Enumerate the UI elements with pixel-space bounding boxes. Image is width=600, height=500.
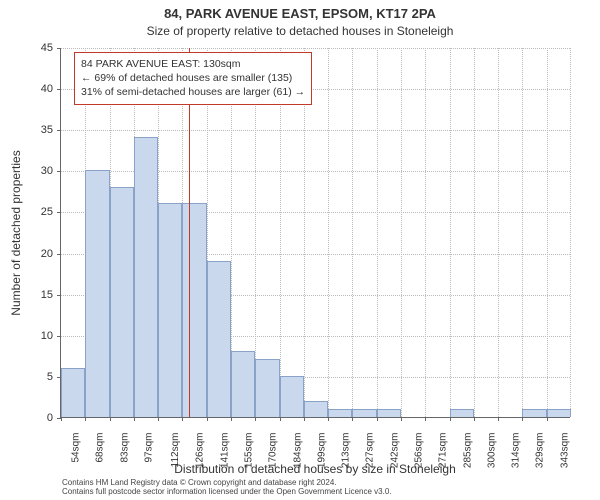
histogram-bar [352, 409, 376, 417]
y-tick-label: 15 [41, 289, 53, 301]
x-tick [522, 417, 523, 421]
x-tick [547, 417, 548, 421]
histogram-bar [255, 359, 279, 417]
y-tick [57, 171, 61, 172]
grid-vertical [570, 48, 571, 417]
x-tick [85, 417, 86, 421]
y-tick-label: 5 [47, 371, 53, 383]
grid-vertical [328, 48, 329, 417]
x-tick [182, 417, 183, 421]
x-tick [134, 417, 135, 421]
grid-vertical [498, 48, 499, 417]
annotation-line: 31% of semi-detached houses are larger (… [81, 85, 305, 99]
histogram-bar [182, 203, 206, 417]
x-tick [498, 417, 499, 421]
x-tick [328, 417, 329, 421]
x-axis-label: Distribution of detached houses by size … [60, 462, 570, 476]
attribution: Contains HM Land Registry data © Crown c… [62, 478, 392, 497]
grid-horizontal [61, 130, 570, 131]
chart-subtitle: Size of property relative to detached ho… [0, 24, 600, 38]
y-tick [57, 254, 61, 255]
grid-vertical [522, 48, 523, 417]
x-tick-label: 68sqm [95, 433, 106, 463]
histogram-bar [231, 351, 255, 417]
y-tick-label: 45 [41, 42, 53, 54]
y-tick [57, 48, 61, 49]
y-tick-label: 10 [41, 330, 53, 342]
histogram-bar [377, 409, 401, 417]
grid-horizontal [61, 48, 570, 49]
histogram-bar [547, 409, 571, 417]
histogram-bar [450, 409, 474, 417]
histogram-bar [328, 409, 352, 417]
x-tick [255, 417, 256, 421]
x-tick [158, 417, 159, 421]
y-tick [57, 295, 61, 296]
y-tick-label: 40 [41, 83, 53, 95]
y-tick-label: 30 [41, 165, 53, 177]
histogram-bar [522, 409, 546, 417]
y-tick-label: 0 [47, 412, 53, 424]
histogram-bar [158, 203, 182, 417]
x-tick [61, 417, 62, 421]
histogram-bar [207, 261, 231, 417]
x-tick [280, 417, 281, 421]
x-tick [110, 417, 111, 421]
grid-vertical [474, 48, 475, 417]
y-tick-label: 25 [41, 206, 53, 218]
x-tick [352, 417, 353, 421]
grid-vertical [547, 48, 548, 417]
x-tick [231, 417, 232, 421]
grid-vertical [401, 48, 402, 417]
histogram-bar [110, 187, 134, 417]
histogram-bar [85, 170, 109, 417]
y-tick-label: 20 [41, 248, 53, 260]
grid-vertical [352, 48, 353, 417]
attribution-line1: Contains HM Land Registry data © Crown c… [62, 478, 392, 488]
y-tick [57, 212, 61, 213]
grid-vertical [377, 48, 378, 417]
annotation-box: 84 PARK AVENUE EAST: 130sqm← 69% of deta… [74, 52, 312, 105]
x-tick [425, 417, 426, 421]
x-tick [450, 417, 451, 421]
y-tick [57, 336, 61, 337]
y-tick-label: 35 [41, 124, 53, 136]
histogram-bar [304, 401, 328, 417]
chart-title: 84, PARK AVENUE EAST, EPSOM, KT17 2PA [0, 6, 600, 21]
y-tick [57, 89, 61, 90]
histogram-bar [280, 376, 304, 417]
plot-area: 05101520253035404554sqm68sqm83sqm97sqm11… [60, 48, 570, 418]
annotation-line: 84 PARK AVENUE EAST: 130sqm [81, 57, 305, 71]
histogram-bar [61, 368, 85, 417]
x-tick [207, 417, 208, 421]
grid-vertical [450, 48, 451, 417]
x-tick [474, 417, 475, 421]
annotation-line: ← 69% of detached houses are smaller (13… [81, 71, 305, 85]
chart-root: 84, PARK AVENUE EAST, EPSOM, KT17 2PA Si… [0, 0, 600, 500]
grid-vertical [425, 48, 426, 417]
x-tick [377, 417, 378, 421]
x-tick-label: 54sqm [71, 433, 82, 463]
x-tick-label: 97sqm [143, 433, 154, 463]
y-axis-label: Number of detached properties [9, 150, 23, 315]
x-tick [304, 417, 305, 421]
attribution-line2: Contains full postcode sector informatio… [62, 487, 392, 497]
y-tick [57, 130, 61, 131]
histogram-bar [134, 137, 158, 417]
x-tick [401, 417, 402, 421]
x-tick-label: 83sqm [119, 433, 130, 463]
